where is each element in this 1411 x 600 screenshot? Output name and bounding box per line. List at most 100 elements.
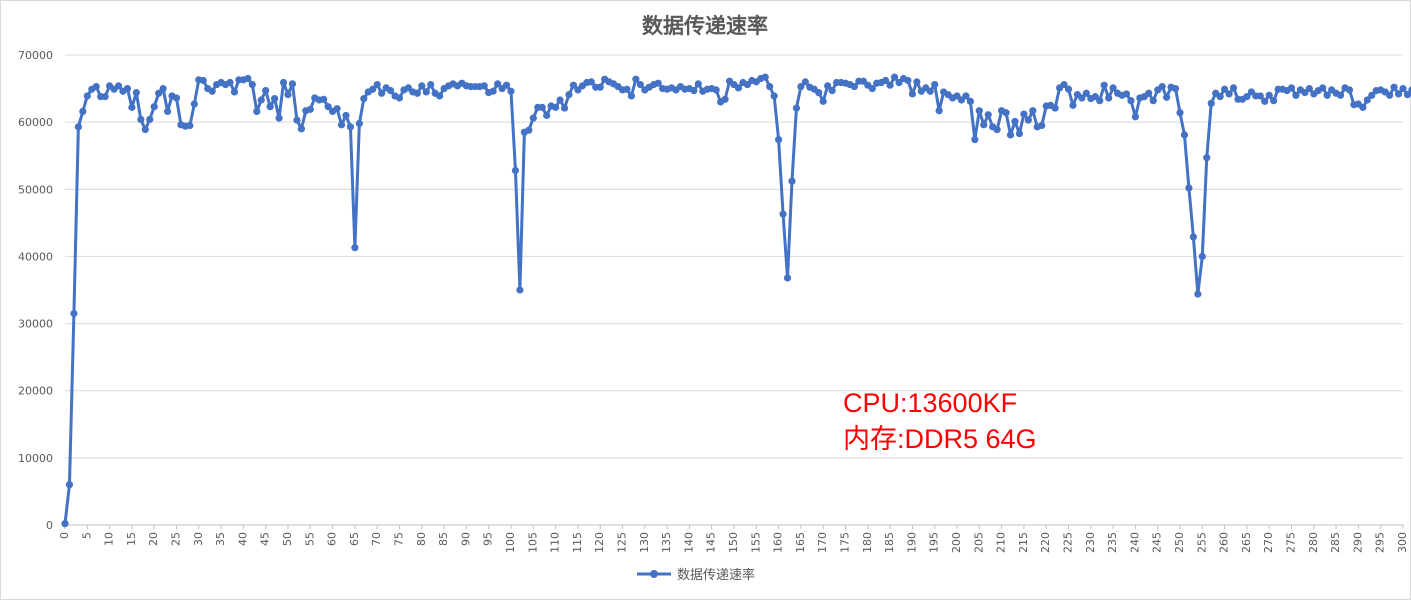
data-point [284, 91, 292, 99]
data-point [1390, 83, 1398, 91]
y-tick-label: 50000 [18, 183, 53, 196]
data-point [226, 78, 234, 87]
annotation-cpu: CPU:13600KF [843, 388, 1017, 418]
data-point [320, 95, 328, 103]
legend-swatch-marker [650, 570, 658, 578]
data-point [132, 89, 140, 97]
data-point [926, 87, 934, 95]
x-tick-label: 175 [839, 532, 852, 553]
data-point [560, 104, 569, 112]
chart-title: 数据传递速率 [642, 14, 768, 38]
data-point [828, 86, 836, 95]
data-point [1386, 91, 1394, 99]
data-point [779, 210, 787, 218]
data-point [1336, 91, 1345, 99]
data-point [850, 82, 859, 91]
data-point [1100, 81, 1108, 89]
data-point [1122, 90, 1131, 98]
data-point [1185, 184, 1193, 192]
data-point [966, 97, 974, 105]
legend-label: 数据传递速率 [677, 567, 755, 583]
data-point [1078, 94, 1086, 102]
y-tick-label: 0 [46, 519, 53, 532]
x-tick-label: 130 [638, 532, 651, 553]
data-point [1198, 252, 1206, 261]
data-point [1145, 89, 1153, 97]
data-point [324, 103, 332, 111]
data-point [980, 121, 988, 129]
x-tick-label: 145 [705, 532, 718, 553]
data-point [155, 89, 163, 97]
data-point [1408, 86, 1411, 94]
data-point [734, 84, 743, 92]
data-point [975, 107, 983, 115]
data-point [1180, 131, 1189, 139]
data-point [1020, 110, 1028, 118]
data-point [351, 244, 359, 252]
x-tick-label: 90 [459, 532, 472, 546]
data-point [824, 82, 832, 90]
data-point [766, 82, 774, 91]
data-point [248, 80, 256, 89]
data-point [92, 82, 100, 91]
x-tick-label: 230 [1084, 532, 1097, 553]
data-point [1069, 101, 1077, 109]
data-point [1127, 97, 1135, 105]
data-point [355, 119, 363, 128]
data-point [101, 93, 109, 101]
data-point [230, 88, 239, 96]
data-point [418, 82, 426, 90]
x-tick-label: 5 [80, 532, 93, 539]
data-point [150, 103, 158, 111]
data-point [1319, 84, 1327, 92]
x-tick-label: 115 [571, 532, 584, 553]
data-point [83, 92, 91, 100]
series-group [61, 73, 1411, 528]
data-point [288, 80, 297, 88]
data-point [721, 95, 729, 103]
data-point [1082, 89, 1090, 97]
data-point [1158, 82, 1166, 91]
data-point [511, 166, 520, 175]
data-point [208, 87, 216, 95]
data-point [427, 80, 435, 89]
data-point [480, 82, 488, 90]
data-point [569, 81, 578, 89]
data-point [788, 177, 796, 185]
data-point [1225, 90, 1233, 98]
x-tick-label: 225 [1062, 532, 1075, 553]
x-tick-label: 70 [370, 532, 383, 546]
data-point [1163, 93, 1171, 101]
data-point [74, 123, 82, 131]
data-point [333, 105, 341, 113]
data-point [279, 78, 288, 87]
data-point [935, 107, 943, 115]
x-tick-label: 35 [214, 532, 227, 546]
data-point [1207, 99, 1215, 107]
x-tick-label: 210 [995, 532, 1008, 553]
data-point [1006, 131, 1015, 139]
data-point [904, 76, 912, 85]
data-point [123, 84, 132, 93]
data-point [494, 80, 502, 88]
x-tick-label: 20 [147, 532, 160, 546]
data-point [489, 87, 497, 95]
data-point [79, 107, 87, 115]
data-point [596, 83, 604, 91]
data-point [141, 125, 149, 134]
data-point [627, 92, 636, 100]
x-tick-label: 280 [1307, 532, 1320, 553]
data-point [1149, 97, 1157, 105]
data-point [797, 82, 805, 91]
x-tick-label: 195 [928, 532, 941, 553]
data-point [882, 76, 890, 85]
data-point [199, 76, 207, 85]
data-point [297, 125, 305, 133]
data-point [1399, 84, 1407, 93]
y-tick-label: 30000 [18, 318, 53, 331]
x-tick-label: 25 [170, 532, 183, 546]
data-point [1051, 104, 1059, 112]
data-point [1024, 116, 1032, 124]
